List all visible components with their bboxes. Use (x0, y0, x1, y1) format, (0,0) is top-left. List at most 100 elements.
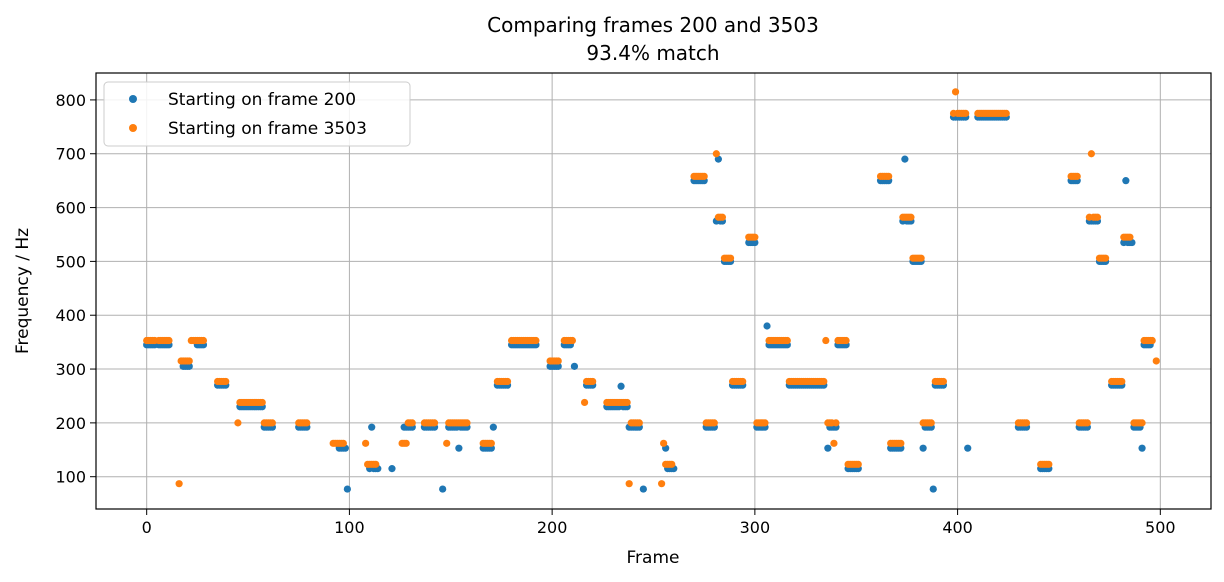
data-point (824, 444, 832, 452)
x-tick-label: 200 (537, 518, 568, 537)
data-point (443, 439, 451, 447)
data-point (917, 254, 925, 262)
legend-box (103, 81, 411, 147)
data-point (617, 382, 625, 390)
data-point (1122, 177, 1130, 185)
data-point (907, 213, 915, 221)
data-point (362, 439, 370, 447)
y-tick-label: 800 (55, 91, 86, 110)
data-point (951, 88, 960, 96)
data-point (842, 336, 850, 345)
data-point (532, 336, 540, 345)
x-tick-label: 400 (942, 518, 973, 537)
data-point (222, 377, 230, 386)
chart-subtitle: 93.4% match (586, 41, 719, 65)
data-point (710, 419, 718, 427)
data-point (830, 439, 838, 447)
data-point (718, 213, 727, 221)
data-point (822, 336, 830, 345)
data-point (885, 172, 893, 180)
data-point (964, 444, 972, 452)
data-point (939, 377, 948, 386)
data-point (700, 172, 708, 180)
data-point (408, 419, 416, 427)
data-point (1002, 109, 1010, 117)
legend: Starting on frame 200 Starting on frame … (103, 81, 411, 147)
data-point (503, 377, 512, 386)
data-point (1118, 377, 1126, 386)
data-point (1045, 460, 1053, 468)
data-point (751, 233, 759, 241)
y-tick-label: 100 (55, 468, 86, 487)
data-point (368, 423, 376, 431)
data-point (568, 336, 577, 345)
data-point (1022, 419, 1031, 427)
data-point (625, 480, 633, 488)
data-point (783, 336, 791, 345)
y-tick-label: 400 (55, 306, 86, 325)
data-point (962, 109, 970, 117)
data-point (635, 419, 643, 427)
data-point (739, 377, 747, 386)
data-point (439, 485, 447, 493)
data-point (929, 485, 937, 493)
axis-ticks: 0 100 200 300 400 500 100 200 300 400 500 600 700 800 (55, 91, 1175, 537)
data-point (854, 460, 862, 468)
series-2-points (143, 88, 1160, 488)
data-point (1093, 213, 1102, 221)
legend-label-series-2: Starting on frame 3503 (168, 119, 367, 139)
data-point (303, 419, 311, 427)
data-point (1152, 357, 1160, 365)
data-point (639, 485, 647, 493)
data-point (175, 480, 183, 488)
y-tick-label: 300 (55, 360, 86, 379)
data-point (927, 419, 935, 427)
data-point (712, 150, 720, 158)
data-point (763, 322, 771, 330)
x-tick-label: 500 (1145, 518, 1176, 537)
data-point (402, 439, 410, 447)
data-point (761, 419, 769, 427)
y-tick-label: 500 (55, 252, 86, 271)
data-points (143, 88, 1160, 493)
data-point (430, 419, 439, 427)
data-point (463, 419, 471, 427)
data-point (372, 460, 380, 468)
data-point (343, 485, 351, 493)
data-point (1087, 150, 1095, 158)
data-point (1083, 419, 1091, 427)
legend-marker-series-2 (129, 124, 137, 132)
data-point (268, 419, 276, 427)
data-point (832, 419, 840, 427)
x-tick-label: 0 (142, 518, 152, 537)
data-point (668, 460, 676, 468)
data-point (1126, 233, 1134, 241)
data-point (234, 419, 242, 427)
plot-area-frame (95, 72, 1212, 510)
data-point (1101, 254, 1110, 262)
y-axis-label: Frequency / Hz (13, 228, 33, 354)
data-point (901, 155, 909, 163)
data-point (1138, 444, 1146, 452)
data-point (919, 444, 927, 452)
data-point (1148, 336, 1156, 345)
data-point (820, 377, 828, 386)
data-point (487, 439, 495, 447)
data-point (554, 357, 562, 365)
data-point (660, 439, 668, 447)
data-point (570, 362, 579, 370)
data-point (589, 377, 597, 386)
x-axis-label: Frame (627, 548, 680, 568)
data-point (165, 336, 173, 345)
data-point (1138, 419, 1146, 427)
data-point (185, 357, 193, 365)
series-1-points (143, 113, 1154, 493)
x-tick-label: 100 (334, 518, 365, 537)
legend-label-series-1: Starting on frame 200 (168, 90, 356, 110)
data-point (199, 336, 208, 345)
data-point (897, 439, 905, 447)
chart-title: Comparing frames 200 and 3503 (487, 13, 819, 37)
data-point (580, 398, 589, 407)
data-point (489, 423, 497, 431)
